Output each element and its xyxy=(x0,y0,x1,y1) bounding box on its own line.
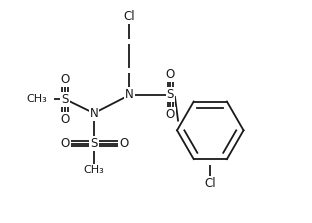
Text: S: S xyxy=(61,93,69,106)
Text: S: S xyxy=(90,137,98,150)
Text: O: O xyxy=(61,73,70,86)
Text: O: O xyxy=(119,137,129,150)
Text: CH₃: CH₃ xyxy=(84,165,104,175)
Text: N: N xyxy=(125,88,134,101)
Text: S: S xyxy=(167,88,174,101)
Text: O: O xyxy=(166,108,175,121)
Text: N: N xyxy=(90,107,98,120)
Text: CH₃: CH₃ xyxy=(27,94,47,104)
Text: O: O xyxy=(166,68,175,81)
Text: O: O xyxy=(61,137,70,150)
Text: Cl: Cl xyxy=(204,177,216,190)
Text: O: O xyxy=(61,113,70,126)
Text: Cl: Cl xyxy=(124,10,135,23)
